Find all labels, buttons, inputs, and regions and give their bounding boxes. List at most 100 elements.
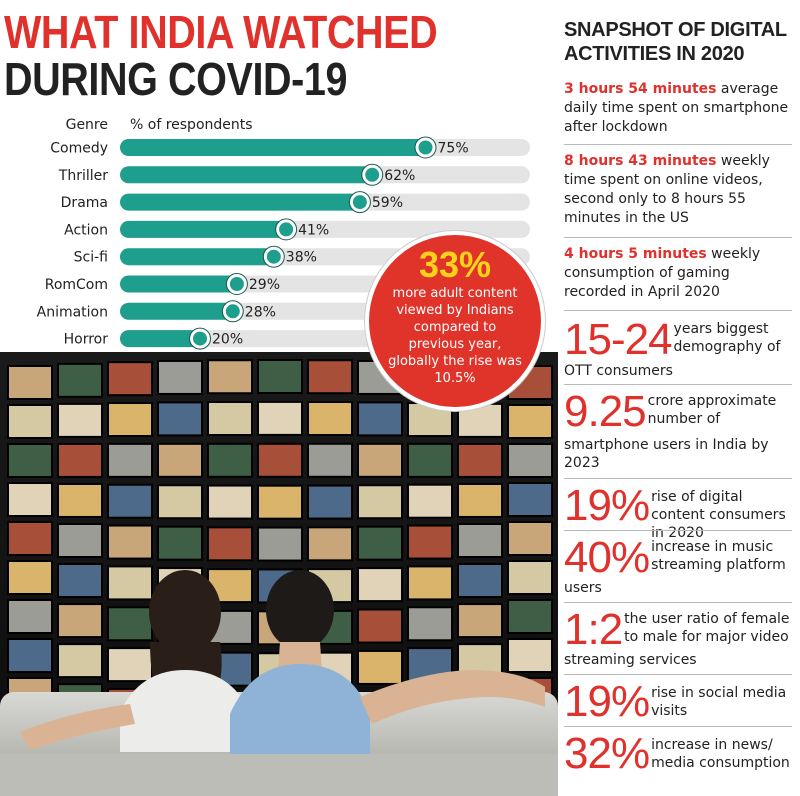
fact-gaming-time: 4 hours 5 minutes weekly consumption of … <box>564 245 796 302</box>
tv-screen <box>7 560 53 595</box>
stat-gender-ratio: 1:2 the user ratio of female to male for… <box>564 608 796 652</box>
value-label: 29% <box>249 277 280 293</box>
tv-screen <box>507 599 553 634</box>
stat-text-continued: smartphone users in India by 2023 <box>564 437 769 471</box>
bar <box>120 220 289 238</box>
stat-text: increase in music streaming platform <box>651 539 786 573</box>
divider <box>564 726 792 727</box>
fact-text: weekly consumption of gaming recorded in… <box>564 246 761 300</box>
stat-number: 40% <box>564 533 650 582</box>
tv-screen <box>507 521 553 556</box>
fact-online-video-time: 8 hours 43 minutes weekly time spent on … <box>564 152 796 228</box>
fact-highlight: 8 hours 43 minutes <box>564 153 717 169</box>
tv-screen <box>7 599 53 634</box>
value-label: 20% <box>212 332 243 348</box>
bar-end-marker <box>263 246 284 267</box>
bar-end-marker <box>362 164 383 185</box>
bar <box>120 193 362 211</box>
tv-screen <box>307 484 353 520</box>
tv-screen <box>457 523 503 558</box>
tv-screen <box>357 608 403 644</box>
bar-end-marker <box>222 301 243 322</box>
headline: WHAT INDIA WATCHED DURING COVID-19 <box>4 8 554 102</box>
tv-screen <box>57 563 103 599</box>
divider <box>564 478 792 479</box>
fact-text: average daily time spent on smartphone a… <box>564 81 789 135</box>
tv-screen <box>357 649 403 685</box>
tv-wall-illustration <box>0 352 558 796</box>
bar-end-marker-ring <box>225 273 248 295</box>
tv-screen <box>7 482 53 517</box>
tv-screen <box>207 359 253 395</box>
tv-screen <box>357 442 403 478</box>
genre-label: Animation <box>37 304 108 320</box>
adult-content-callout: 33% more adult content viewed by Indians… <box>365 231 545 411</box>
tv-screen <box>57 523 103 558</box>
tv-screen <box>107 402 153 438</box>
tv-screen <box>157 401 203 437</box>
tv-screen <box>157 484 203 520</box>
value-label: 59% <box>372 195 403 211</box>
bar-end-marker-ring <box>414 136 437 159</box>
tv-screen <box>457 482 503 518</box>
bar-end-marker <box>190 328 210 349</box>
x-axis-label: % of respondents <box>130 117 253 133</box>
headline-line-1: WHAT INDIA WATCHED <box>4 6 438 58</box>
bar-end-marker-ring <box>348 191 371 214</box>
tv-screen <box>407 565 453 601</box>
tv-screen <box>357 401 403 437</box>
tv-screen <box>457 603 503 639</box>
tv-screen <box>357 567 403 603</box>
tv-screen <box>107 606 153 642</box>
tv-screen <box>207 401 253 437</box>
stat-number: 19% <box>564 481 650 530</box>
genre-label: Horror <box>64 332 109 348</box>
divider <box>564 237 792 238</box>
value-label: 62% <box>384 168 415 184</box>
stat-text: increase in news/ media consumption <box>651 737 790 771</box>
stat-text: the user ratio of female to male for maj… <box>624 611 790 645</box>
bar-end-marker-ring <box>361 163 384 186</box>
stat-number: 1:2 <box>564 605 623 654</box>
tv-screen <box>507 404 553 439</box>
tv-screen <box>507 482 553 517</box>
bar-end-marker <box>276 219 297 240</box>
woman-silhouette <box>20 570 250 752</box>
bar-end-marker <box>226 274 247 294</box>
tv-screen <box>457 563 503 599</box>
bar <box>120 248 276 266</box>
headline-line-2: DURING COVID-19 <box>4 53 348 105</box>
stat-text-continued: streaming services <box>564 652 697 668</box>
tv-screen <box>457 442 503 478</box>
tv-screen <box>7 521 53 556</box>
tv-screen <box>157 525 203 561</box>
tv-screen <box>107 647 153 683</box>
genre-label: Drama <box>61 195 108 211</box>
tv-screen <box>307 526 353 562</box>
value-label: 28% <box>245 304 276 320</box>
tv-screen <box>57 362 103 398</box>
stat-text: crore approximate number of <box>647 393 777 427</box>
stat-text: rise of digital content consumers in 202… <box>651 489 786 541</box>
value-label: 41% <box>298 222 329 238</box>
value-label: 75% <box>438 141 469 157</box>
bar-end-marker-ring <box>221 300 244 323</box>
bar-end-marker <box>349 192 370 213</box>
tv-screen <box>107 442 153 478</box>
tv-screen <box>257 359 303 394</box>
bar <box>120 139 428 156</box>
fact-smartphone-time: 3 hours 54 minutes average daily time sp… <box>564 80 796 137</box>
tv-screen <box>257 400 303 436</box>
stat-smartphone-users: 9.25 crore approximate number of <box>564 390 796 434</box>
tv-screen <box>207 484 253 520</box>
fact-highlight: 3 hours 54 minutes <box>564 81 717 97</box>
genre-label: RomCom <box>45 277 108 293</box>
digital-snapshot-panel: SNAPSHOT OF DIGITAL ACTIVITIES IN 2020 3… <box>560 0 800 796</box>
stat-digital-content-consumers: 19% rise of digital content consumers in… <box>564 484 796 542</box>
tv-screen <box>207 442 253 478</box>
tv-screen <box>7 443 53 478</box>
divider <box>564 384 792 385</box>
panel-title: SNAPSHOT OF DIGITAL ACTIVITIES IN 2020 <box>564 19 787 65</box>
genre-label: Sci-fi <box>74 250 108 266</box>
tv-screen <box>407 483 453 519</box>
